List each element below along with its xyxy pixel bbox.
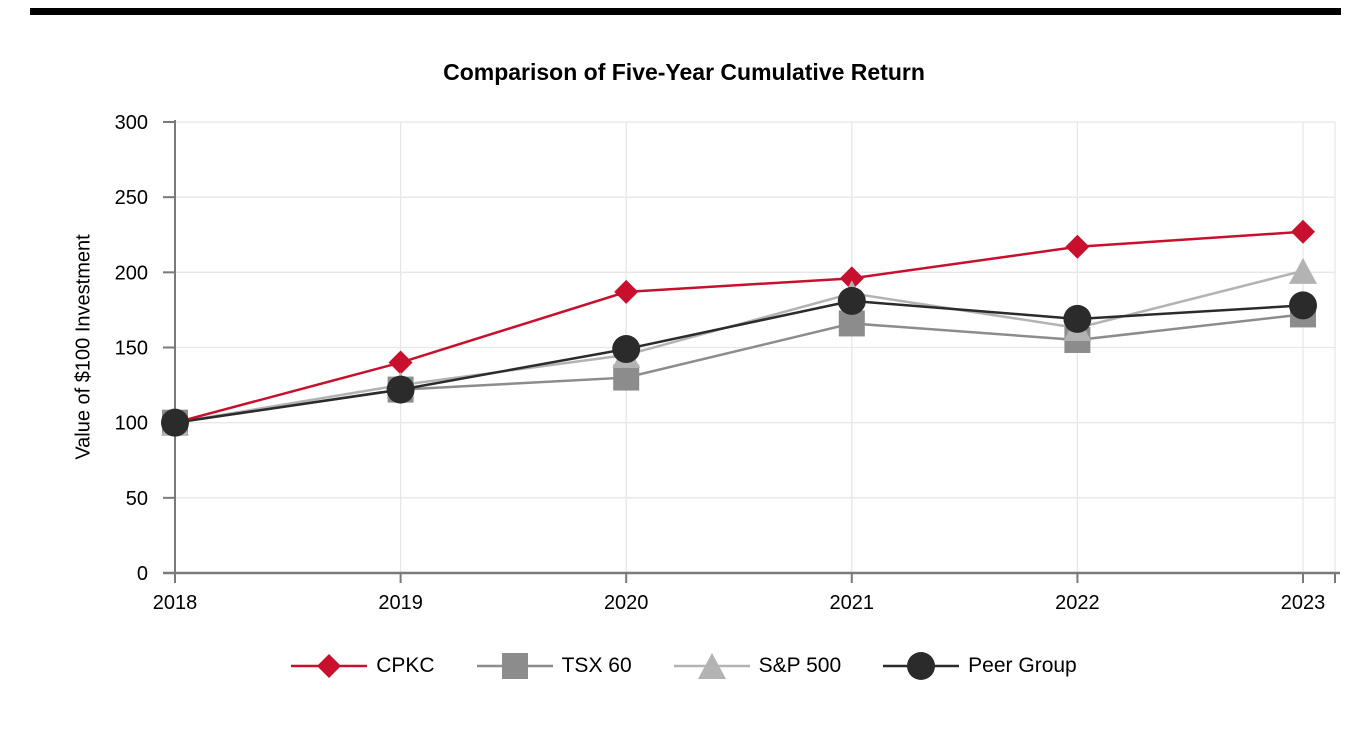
legend-item-cpkc: CPKC (291, 649, 435, 683)
s-p-500-marker-2023 (1289, 257, 1317, 284)
top-rule (30, 8, 1341, 15)
peer-group-marker-2020 (612, 335, 641, 364)
legend-label: CPKC (376, 654, 435, 677)
x-tick-label: 2022 (1055, 592, 1100, 614)
cpkc-marker-2020 (614, 279, 639, 304)
tsx-60-marker-2020 (613, 364, 640, 391)
series-line-peer-group (174, 299, 1304, 424)
cpkc-marker-2019 (388, 350, 413, 375)
x-tick-label: 2019 (378, 592, 423, 614)
y-tick-label: 150 (115, 338, 148, 360)
series-markers-cpkc (163, 219, 1315, 435)
chart-title: Comparison of Five-Year Cumulative Retur… (443, 59, 925, 85)
y-tick-label: 0 (137, 563, 148, 585)
y-tick-label: 300 (115, 112, 148, 134)
cpkc-legend-marker-icon (291, 654, 368, 678)
cpkc-marker-2022 (1065, 234, 1090, 259)
legend-label: Peer Group (968, 654, 1077, 677)
peer-group-marker-2021 (837, 286, 866, 315)
peer-group-legend-marker-icon (883, 652, 960, 680)
series-markers-peer-group (161, 286, 1317, 437)
legend-label: TSX 60 (561, 654, 632, 677)
peer-group-marker-2023 (1289, 291, 1317, 320)
y-tick-label: 250 (115, 187, 148, 209)
x-tick-label: 2018 (153, 592, 198, 614)
legend-item-s-p-500: S&P 500 (673, 649, 842, 683)
y-tick-label: 100 (115, 413, 148, 435)
tsx-60-legend-marker-icon (476, 653, 553, 679)
legend-diamond-icon (317, 654, 342, 678)
legend-item-peer-group: Peer Group (883, 649, 1077, 683)
legend-item-tsx-60: TSX 60 (476, 649, 632, 683)
legend-square-icon (501, 653, 528, 679)
series-line-s-p-500 (174, 269, 1304, 424)
cpkc-marker-2023 (1291, 219, 1315, 244)
y-tick-label: 50 (126, 488, 148, 510)
legend-label: S&P 500 (758, 654, 842, 677)
peer-group-marker-2019 (386, 375, 415, 404)
s-p-500-legend-marker-icon (673, 653, 750, 679)
peer-group-marker-2018 (161, 408, 189, 437)
x-tick-label: 2023 (1281, 592, 1326, 614)
series-markers-tsx-60 (162, 301, 1316, 436)
x-tick-label: 2021 (830, 592, 875, 614)
y-tick-label: 200 (115, 262, 148, 284)
x-tick-label: 2020 (604, 592, 649, 614)
series-line-tsx-60 (174, 313, 1304, 424)
peer-group-marker-2022 (1063, 304, 1092, 333)
legend-triangle-icon (697, 653, 726, 679)
chart-legend: CPKC TSX 60 S&P 500 Peer Group (0, 649, 1368, 683)
cpkc-marker-2021 (839, 266, 864, 291)
legend-circle-icon (907, 652, 936, 680)
series-line-cpkc (174, 230, 1304, 424)
